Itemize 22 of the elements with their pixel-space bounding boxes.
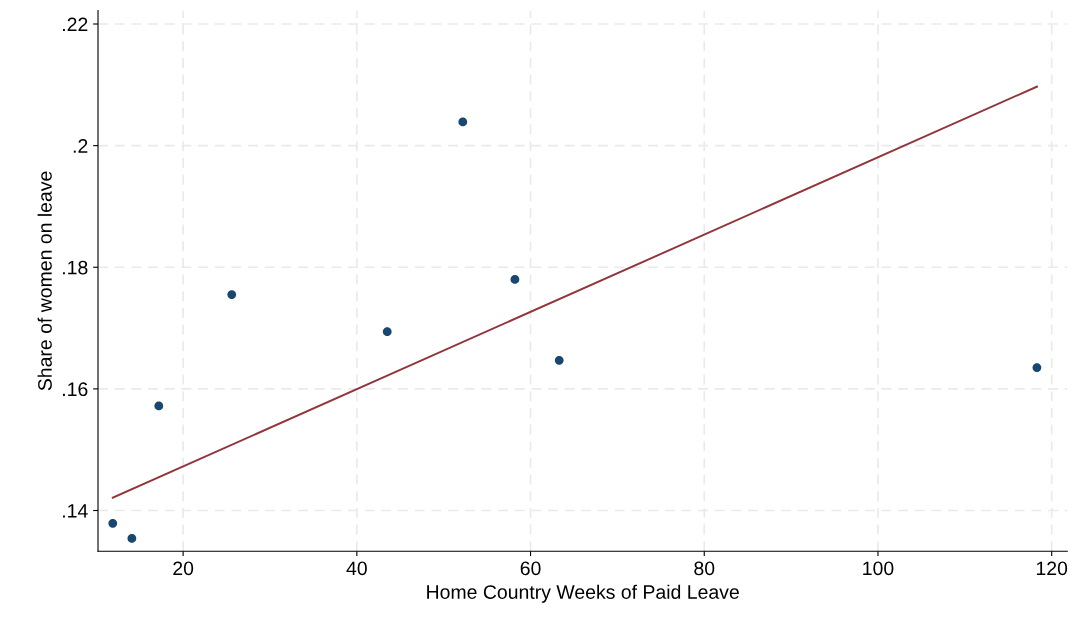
x-tick-label: 120 [1036, 561, 1068, 576]
point [382, 327, 392, 337]
x-tick-label: 20 [173, 561, 194, 576]
y-tick-label: .18 [63, 260, 88, 275]
x-tick-label: 80 [694, 561, 715, 576]
point [554, 355, 564, 365]
point [227, 290, 237, 300]
point [154, 401, 164, 411]
point [127, 534, 137, 543]
y-tick-label: .14 [63, 504, 88, 518]
y-axis-title: Share of women on leave [37, 171, 52, 391]
y-tick-label: .2 [73, 139, 88, 153]
y-tick-label: .22 [63, 17, 88, 32]
x-tick-label: 100 [863, 561, 894, 576]
y-tick-label: .16 [63, 382, 88, 397]
x-axis-title: Home Country Weeks of Paid Leave [427, 584, 739, 603]
point [510, 275, 520, 284]
point [458, 117, 468, 127]
x-tick-label: 60 [520, 561, 541, 576]
point [108, 518, 118, 528]
x-tick-label: 40 [346, 561, 367, 576]
point [1032, 363, 1042, 372]
